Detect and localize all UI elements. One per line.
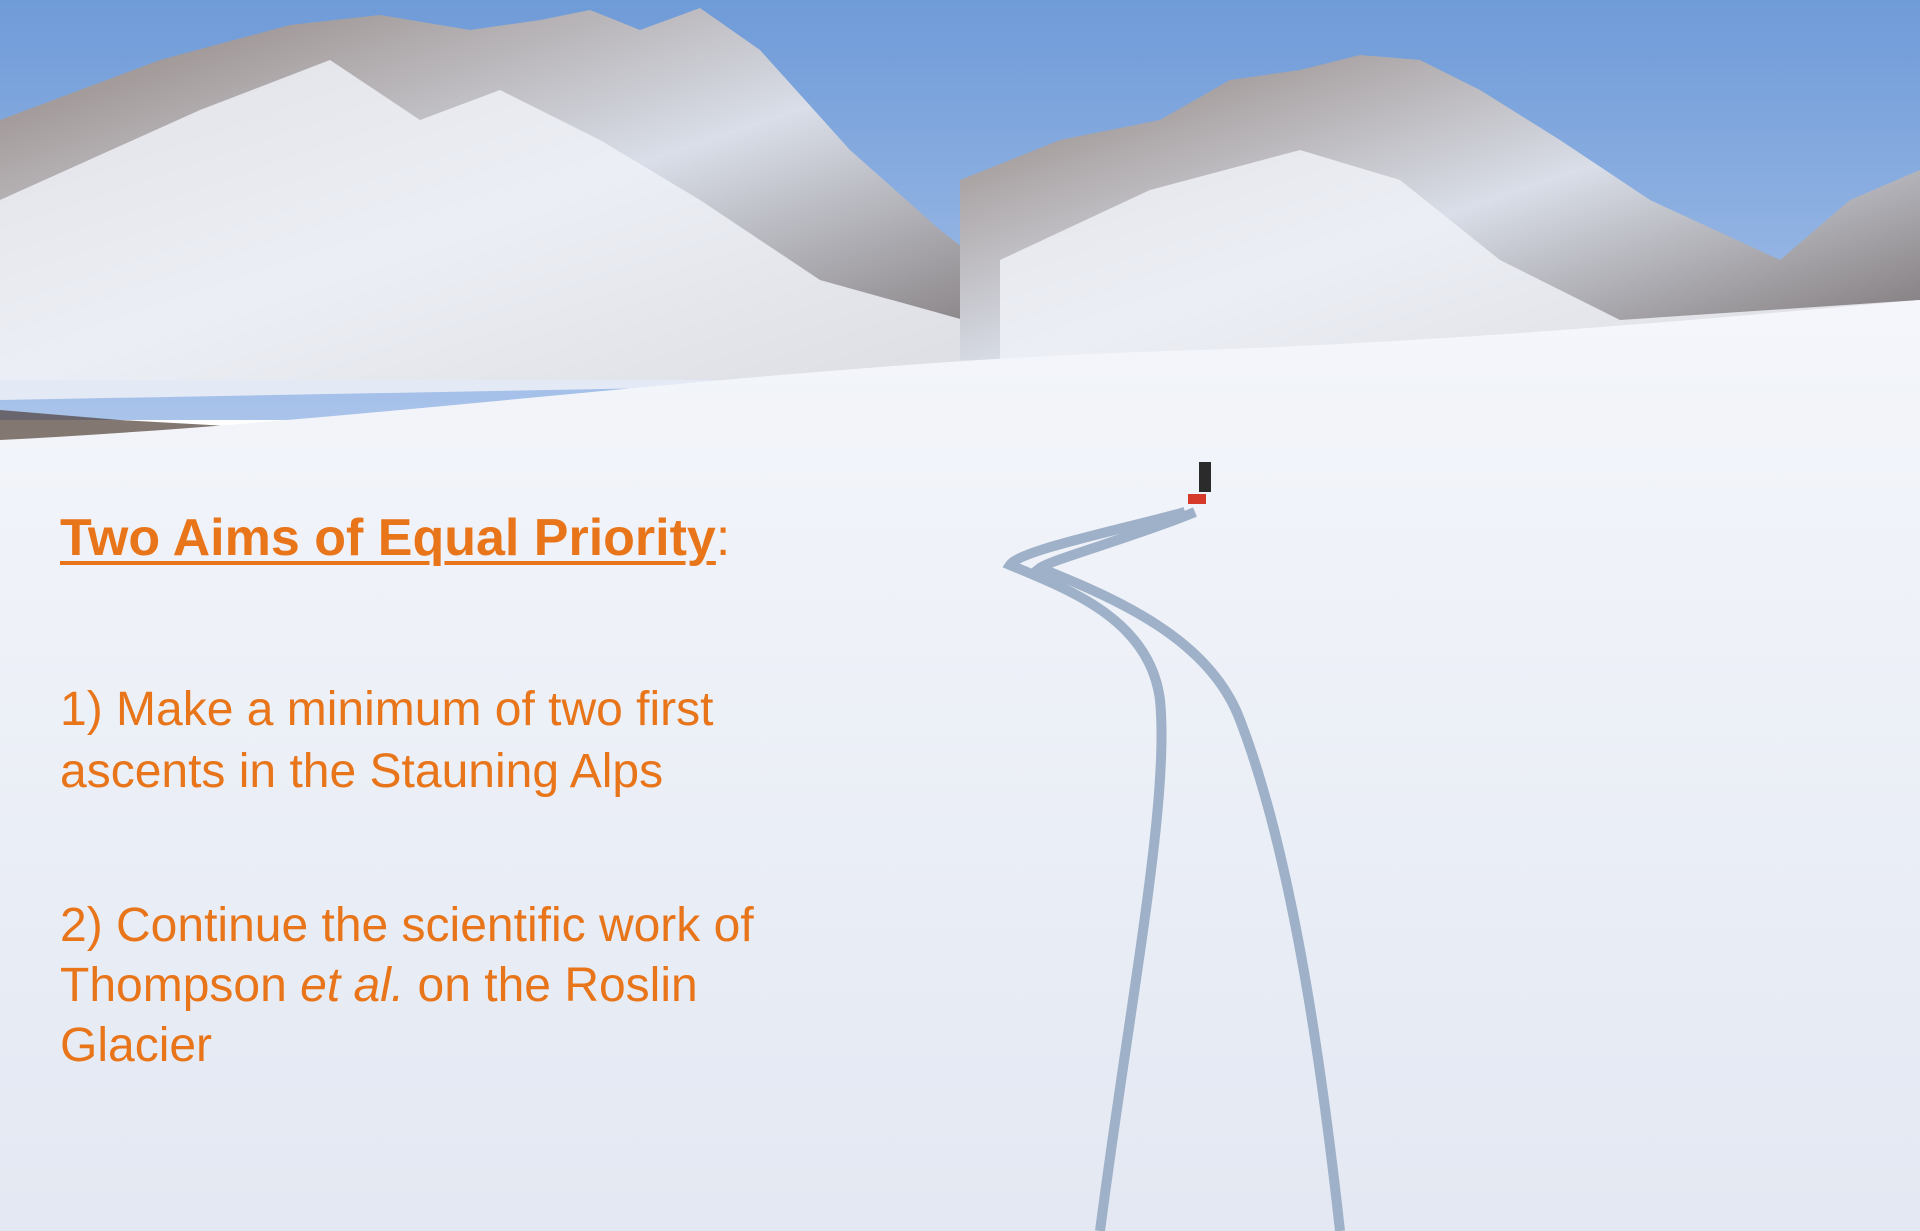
aim-line: Glacier (60, 1022, 212, 1070)
aim-line: 2) Continue the scientific work of (60, 902, 754, 950)
aim-line: Thompson et al. on the Roslin (60, 962, 698, 1010)
aim-line: ascents in the Stauning Alps (60, 748, 663, 796)
slide-title: Two Aims of Equal Priority: (60, 512, 730, 564)
slide: Two Aims of Equal Priority: 1) Make a mi… (0, 0, 1920, 1231)
text: on the Roslin (404, 959, 698, 1012)
title-text: Two Aims of Equal Priority (60, 509, 716, 567)
italic-text: et al. (300, 959, 404, 1012)
text: Thompson (60, 959, 300, 1012)
background-photo (0, 0, 1920, 1231)
aim-line: 1) Make a minimum of two first (60, 686, 713, 734)
title-suffix: : (716, 509, 730, 567)
